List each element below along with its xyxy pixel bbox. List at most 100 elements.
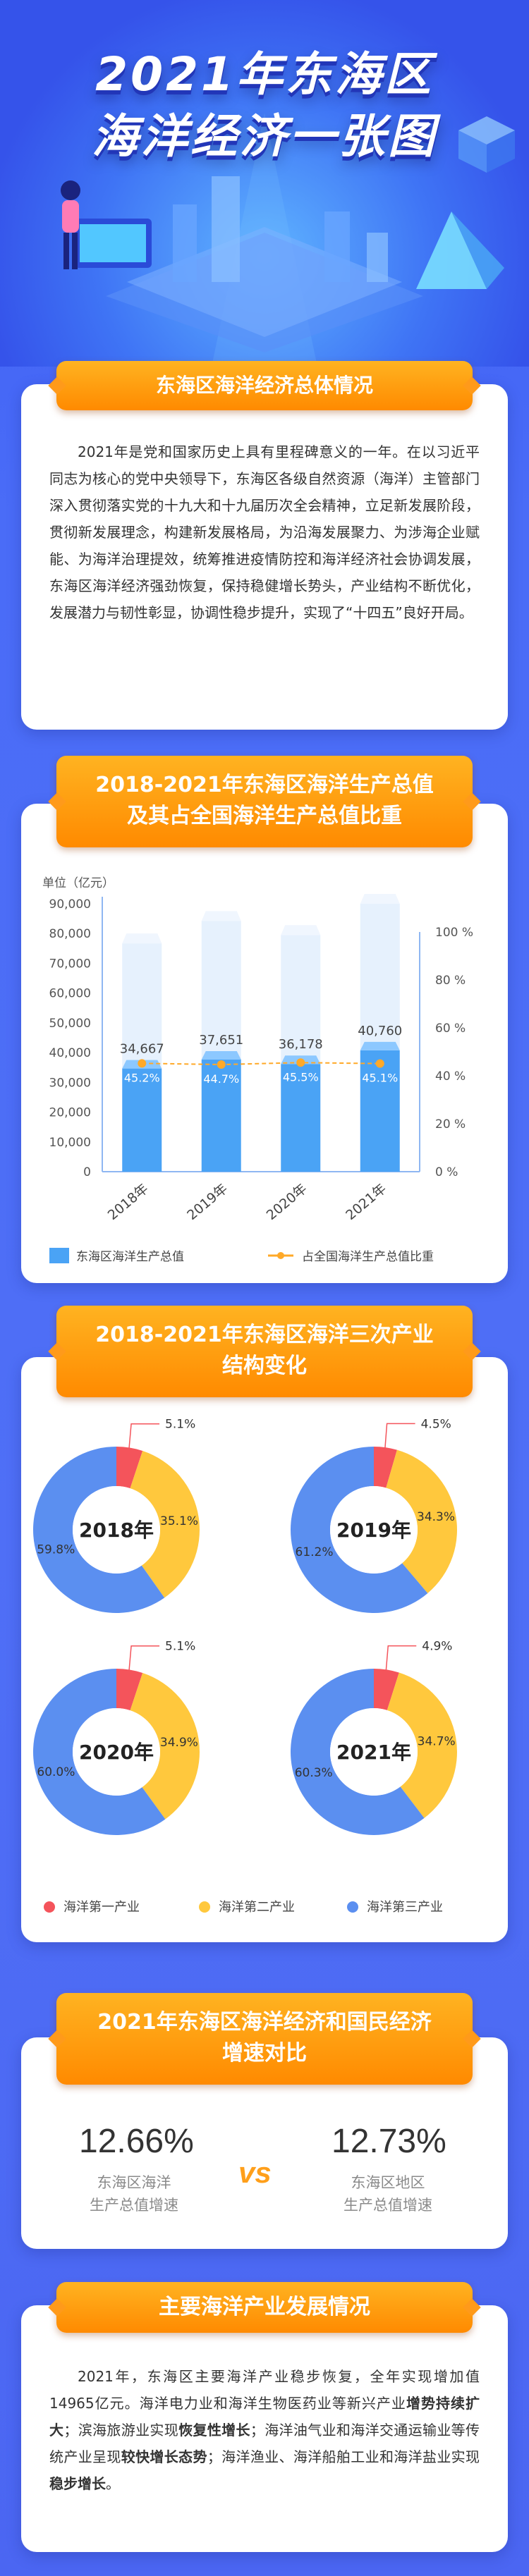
donut-hole	[73, 1708, 160, 1796]
structure-donut-charts: 5.1% 35.1% 59.8% 2018年 4.5% 34.3% 61.2%2019年 5.…	[32, 1417, 458, 1915]
marine-growth-label-line2: 生产总值增速	[90, 2197, 178, 2214]
donut-label: 34.7%	[418, 1735, 456, 1749]
regional-growth-label: 东海区地区 生产总值增速	[317, 2171, 458, 2216]
regional-growth-label-line2: 生产总值增速	[343, 2197, 432, 2214]
donut-label: 59.8%	[37, 1542, 75, 1557]
industry-paragraph: 2021年，东海区主要海洋产业稳步恢复，全年实现增加值14965亿元。海洋电力业…	[49, 2363, 480, 2497]
donut-leader-line	[384, 1645, 417, 1677]
donut-label: 5.1%	[165, 1418, 195, 1432]
donut-leader-line	[128, 1645, 160, 1677]
donut-label: 60.3%	[295, 1766, 333, 1780]
legend-line-dot	[277, 1252, 284, 1259]
legend-bar-swatch	[49, 1248, 69, 1263]
donut-label: 4.5%	[421, 1417, 451, 1431]
donut-leader-line	[384, 1423, 415, 1455]
donut-slice	[116, 1447, 143, 1489]
marine-growth-label: 东海区海洋 生产总值增速	[63, 2171, 205, 2216]
donut-label: 34.9%	[160, 1736, 198, 1750]
bar-ghost	[201, 921, 241, 1060]
bar-value-label: 36,178	[279, 1037, 323, 1052]
industry-highlight-3: 较快增长态势	[121, 2448, 207, 2465]
donut-hole	[330, 1708, 418, 1796]
growth-title-line2: 增速对比	[222, 2041, 307, 2066]
industry-section-title: 主要海洋产业发展情况	[56, 2282, 473, 2333]
regional-growth-label-line1: 东海区地区	[351, 2174, 425, 2191]
y-left-tick-label: 20,000	[49, 1106, 91, 1120]
donut-label: 4.9%	[422, 1640, 452, 1654]
x-tick-label: 2021年	[343, 1181, 389, 1223]
donut-slice	[130, 1451, 200, 1598]
y-left-tick-label: 40,000	[49, 1046, 91, 1060]
donut-label: 60.0%	[37, 1765, 75, 1779]
donut-slice	[116, 1669, 143, 1711]
donut-legend-swatch	[347, 1901, 358, 1913]
bar-ghost-top	[281, 925, 321, 936]
y-left-tick-label: 50,000	[49, 1017, 91, 1031]
overview-section-title: 东海区海洋经济总体情况	[56, 361, 473, 410]
donut-label: 5.1%	[165, 1640, 195, 1654]
donut-year-label: 2018年	[79, 1519, 154, 1542]
regional-growth-value: 12.73%	[332, 2123, 446, 2160]
bar-ghost-top	[201, 911, 241, 921]
donut-slice	[33, 1447, 165, 1613]
bar-top	[201, 1051, 241, 1060]
bar	[360, 1050, 400, 1172]
marine-growth-label-line1: 东海区海洋	[97, 2174, 171, 2191]
share-point	[217, 1060, 226, 1069]
industry-highlight-1: 增势持续扩大	[49, 2395, 480, 2439]
industry-highlight-4: 稳步增长	[49, 2475, 106, 2492]
y-left-tick-label: 90,000	[49, 897, 91, 912]
gdp-chart-title: 2018-2021年东海区海洋生产总值 及其占全国海洋生产总值比重	[56, 756, 473, 847]
y-left-tick-label: 0	[83, 1165, 91, 1179]
donut-slice	[290, 1669, 425, 1835]
donut-label: 35.1%	[160, 1514, 198, 1528]
gdp-chart-title-line2: 及其占全国海洋生产总值比重	[127, 804, 402, 828]
bar-ghost	[122, 943, 162, 1069]
donut-legend-label: 海洋第二产业	[219, 1900, 295, 1915]
overview-paragraph: 2021年是党和国家历史上具有里程碑意义的一年。在以习近平同志为核心的党中央领导…	[49, 443, 480, 621]
bar-value-label: 40,760	[358, 1024, 402, 1038]
industry-text-5: 。	[106, 2475, 120, 2492]
donut-slice	[386, 1449, 458, 1593]
bar	[122, 1068, 162, 1172]
share-line	[142, 1062, 380, 1066]
growth-section-title: 2021年东海区海洋经济和国民经济 增速对比	[56, 1993, 473, 2085]
share-point	[138, 1059, 147, 1068]
y-axis-unit-label: 单位（亿元）	[42, 876, 114, 890]
y-left-tick-label: 80,000	[49, 927, 91, 941]
donut-legend-swatch	[199, 1901, 210, 1913]
donut-slice	[32, 1669, 166, 1835]
hero-title-line2: 海洋经济一张图	[92, 109, 437, 164]
industry-text-4: ；海洋渔业、海洋船舶工业和海洋盐业实现	[207, 2448, 480, 2465]
industry-text-1: 2021年，东海区主要海洋产业稳步恢复，全年实现增加值14965亿元。海洋电力业…	[49, 2368, 480, 2412]
bar	[201, 1060, 241, 1172]
bar-value-label: 37,651	[199, 1033, 243, 1048]
donut-year-label: 2021年	[336, 1741, 411, 1764]
bar-top	[360, 1041, 400, 1050]
industry-highlight-2: 恢复性增长	[178, 2422, 250, 2439]
donut-label: 34.3%	[417, 1510, 455, 1524]
bar-ghost	[281, 935, 321, 1065]
y-right-tick-label: 80 %	[435, 974, 466, 988]
y-right-tick-label: 40 %	[435, 1069, 466, 1084]
overview-card	[21, 384, 508, 730]
bar-value-label: 34,667	[120, 1042, 164, 1057]
donut-hole	[73, 1486, 160, 1574]
share-point	[296, 1058, 305, 1067]
vs-mark: vs	[238, 2156, 272, 2189]
line-value-label: 45.2%	[124, 1071, 160, 1084]
donut-year-label: 2019年	[336, 1519, 411, 1542]
structure-chart-title: 2018-2021年东海区海洋三次产业 结构变化	[56, 1306, 473, 1397]
x-tick-label: 2020年	[264, 1181, 310, 1223]
line-value-label: 44.7%	[203, 1072, 239, 1086]
gdp-combo-chart: 单位（亿元） 0 10,000 20,000 30,000 40,000 50,000 60,…	[42, 876, 473, 1264]
line-value-label: 45.5%	[283, 1070, 319, 1084]
legend-bar-label: 东海区海洋生产总值	[76, 1250, 184, 1264]
share-point	[375, 1059, 384, 1068]
donut-slice	[374, 1669, 399, 1710]
bar	[281, 1064, 321, 1172]
donut-legend-swatch	[44, 1901, 55, 1913]
line-value-label: 45.1%	[362, 1072, 398, 1085]
hero-illustration	[61, 113, 515, 367]
bar-ghost	[360, 904, 400, 1050]
